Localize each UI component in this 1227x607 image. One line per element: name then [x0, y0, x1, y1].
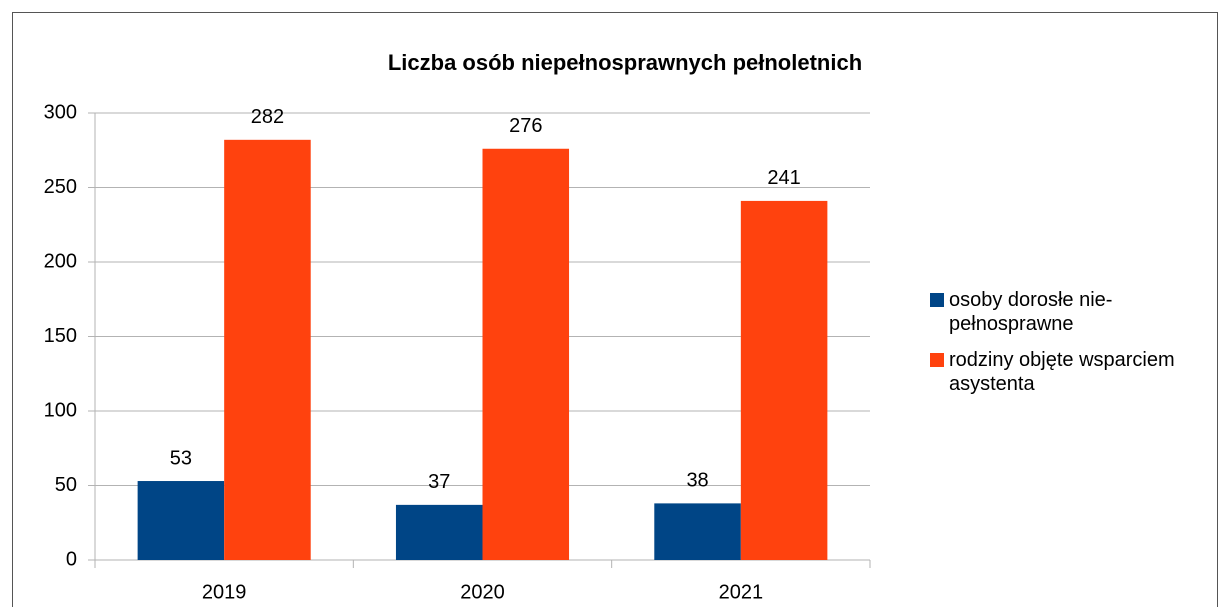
- bar: [224, 139, 311, 560]
- data-label: 241: [767, 167, 800, 189]
- legend-swatch: [930, 353, 944, 367]
- x-tick-label: 2019: [202, 581, 247, 603]
- legend-entry: osoby dorosłe nie-pełnosprawne: [930, 288, 1190, 336]
- bar: [395, 504, 483, 560]
- legend-entry: rodziny objęte wsparciem asystenta: [930, 348, 1190, 396]
- legend: osoby dorosłe nie-pełnosprawne rodziny ob…: [930, 288, 1190, 408]
- y-tick-label: 100: [44, 399, 77, 421]
- x-tick-label: 2020: [460, 581, 505, 603]
- y-tick-label: 0: [66, 548, 77, 570]
- data-label: 37: [428, 471, 450, 493]
- y-tick-label: 50: [55, 474, 77, 496]
- data-label: 282: [251, 106, 284, 128]
- y-tick-label: 250: [44, 176, 77, 198]
- frame: [12, 12, 1218, 607]
- y-tick-label: 200: [44, 250, 77, 272]
- bar: [482, 148, 570, 560]
- legend-label: osoby dorosłe nie-pełnosprawne: [949, 289, 1113, 335]
- y-tick-label: 150: [44, 325, 77, 347]
- y-tick-label: 300: [44, 101, 77, 123]
- bar: [654, 503, 741, 560]
- x-tick-label: 2021: [719, 581, 764, 603]
- bar: [137, 481, 225, 560]
- legend-swatch: [930, 293, 944, 307]
- data-label: 276: [509, 115, 542, 137]
- chart-title: Liczba osób niepełnosprawnych pełnoletni…: [388, 50, 862, 75]
- bar: [740, 200, 828, 560]
- data-label: 53: [170, 447, 192, 469]
- data-label: 38: [686, 470, 708, 492]
- legend-label: rodziny objęte wsparciem asystenta: [949, 349, 1175, 395]
